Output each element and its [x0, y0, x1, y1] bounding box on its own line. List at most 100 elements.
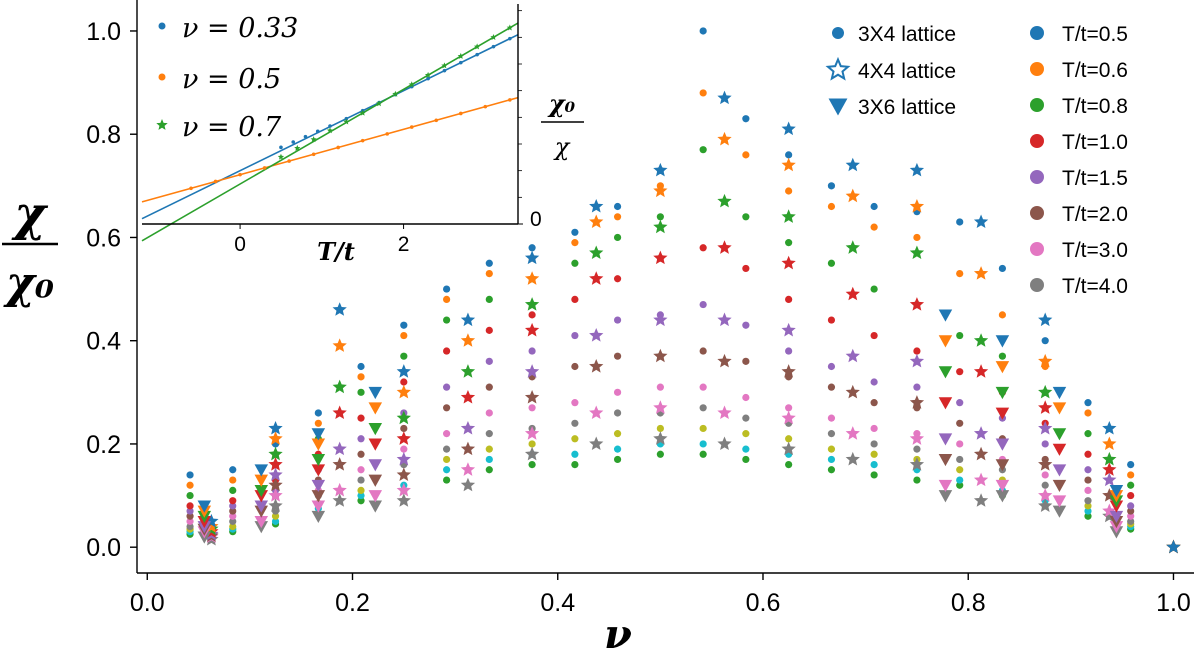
data-point-4x4 — [1166, 539, 1181, 554]
data-point-3x4 — [1084, 502, 1092, 510]
data-point-4x4 — [781, 121, 796, 136]
data-point-4x4 — [653, 250, 668, 265]
data-point-3x4 — [785, 435, 793, 443]
data-point-3x4 — [1127, 507, 1135, 515]
data-point-3x4 — [699, 404, 707, 412]
data-point-3x4 — [827, 362, 836, 371]
data-point-3x4 — [1084, 507, 1092, 515]
lattice-legend-label: 4X4 lattice — [858, 60, 956, 83]
data-point-3x4 — [870, 450, 878, 458]
data-point-3x4 — [528, 311, 536, 319]
data-point-3x4 — [314, 409, 322, 417]
data-point-4x4 — [396, 431, 411, 445]
data-point-4x4 — [781, 410, 796, 425]
data-point-3x6 — [254, 485, 269, 498]
data-point-3x6 — [938, 454, 953, 467]
inset-data-point — [392, 90, 399, 97]
data-point-3x4 — [870, 223, 878, 231]
inset-data-point — [491, 44, 496, 49]
data-point-3x4 — [186, 481, 194, 489]
x-tick-label: 0.8 — [951, 589, 986, 617]
data-point-4x4 — [653, 400, 668, 414]
data-point-4x4 — [332, 379, 347, 394]
main-data-points — [186, 27, 1181, 554]
data-point-4x4 — [1038, 488, 1053, 502]
data-point-3x4 — [998, 311, 1007, 319]
temperature-legend: T/t=0.5 T/t=0.6 T/t=0.8 T/t=1.0 T/t=1.5 T/t=2… — [1030, 23, 1128, 298]
data-point-4x4 — [589, 214, 604, 229]
data-point-3x4 — [571, 228, 579, 236]
data-point-3x6 — [311, 464, 326, 477]
data-point-3x4 — [357, 497, 365, 505]
data-point-3x4 — [785, 187, 793, 195]
inset-data-point — [441, 62, 448, 69]
data-point-3x4 — [443, 466, 451, 474]
data-point-3x4 — [913, 383, 921, 391]
data-point-4x4 — [332, 493, 347, 507]
data-point-3x4 — [571, 399, 579, 407]
data-point-4x4 — [717, 193, 732, 208]
data-point-3x4 — [656, 450, 664, 458]
data-point-3x4 — [485, 326, 493, 334]
data-point-3x4 — [956, 269, 964, 278]
y-ticks: 0.0 0.2 0.4 0.6 0.8 1.0 — [86, 18, 137, 562]
data-point-3x4 — [314, 419, 322, 427]
data-point-3x6 — [995, 407, 1010, 420]
data-point-4x4 — [973, 426, 989, 440]
data-point-3x4 — [1084, 476, 1092, 484]
legend-color-dot-icon — [1030, 242, 1044, 256]
legend-color-dot-icon — [1030, 62, 1044, 76]
data-point-3x4 — [357, 414, 365, 422]
data-point-4x4 — [524, 446, 540, 461]
temperature-legend-item: T/t=4.0 — [1030, 275, 1128, 298]
data-point-3x4 — [956, 419, 964, 427]
lattice-legend-label: 3X6 lattice — [858, 96, 956, 119]
inset-y-tick-label: 0 — [530, 208, 542, 231]
data-point-4x4 — [717, 312, 732, 327]
data-point-4x4 — [845, 451, 860, 466]
data-point-3x4 — [742, 151, 750, 159]
inset-legend-label: ν = 0.33 — [182, 13, 298, 44]
data-point-3x4 — [186, 471, 194, 479]
legend-color-dot-icon — [1030, 98, 1044, 112]
data-point-4x4 — [589, 436, 604, 451]
data-point-3x4 — [699, 27, 707, 35]
inset-legend: ν = 0.33 ν = 0.5 ν = 0.7 — [156, 13, 298, 143]
data-point-4x4 — [396, 451, 411, 466]
data-point-3x4 — [827, 202, 836, 211]
data-point-4x4 — [909, 245, 925, 260]
data-point-4x4 — [524, 426, 540, 440]
data-point-3x4 — [485, 430, 493, 438]
data-point-3x6 — [197, 500, 212, 513]
data-point-3x6 — [311, 454, 326, 467]
inset-data-point — [343, 118, 350, 125]
data-point-3x4 — [742, 414, 750, 422]
data-point-3x6 — [368, 438, 383, 451]
data-point-3x4 — [186, 512, 194, 520]
data-point-4x4 — [845, 286, 860, 301]
data-point-3x4 — [699, 440, 707, 448]
data-point-3x4 — [656, 213, 664, 221]
data-point-3x4 — [186, 502, 194, 510]
data-point-3x4 — [357, 486, 365, 495]
data-point-3x4 — [870, 285, 878, 293]
data-point-4x4 — [268, 488, 283, 502]
data-point-3x4 — [613, 213, 622, 221]
inset-data-point — [409, 125, 414, 129]
data-point-4x4 — [332, 405, 347, 420]
data-point-4x4 — [1038, 498, 1053, 512]
data-point-3x4 — [186, 491, 194, 500]
data-point-3x4 — [485, 383, 493, 391]
data-point-4x4 — [1038, 400, 1053, 414]
legend-color-dot-icon — [1030, 134, 1044, 148]
data-point-4x4 — [717, 131, 732, 146]
data-point-3x6 — [938, 433, 953, 446]
data-point-3x4 — [1127, 502, 1135, 510]
data-point-3x6 — [368, 474, 383, 487]
data-point-3x6 — [311, 428, 326, 441]
data-point-3x4 — [443, 445, 451, 453]
data-point-4x4 — [524, 364, 540, 378]
data-point-4x4 — [460, 462, 476, 476]
data-point-3x6 — [311, 490, 326, 503]
